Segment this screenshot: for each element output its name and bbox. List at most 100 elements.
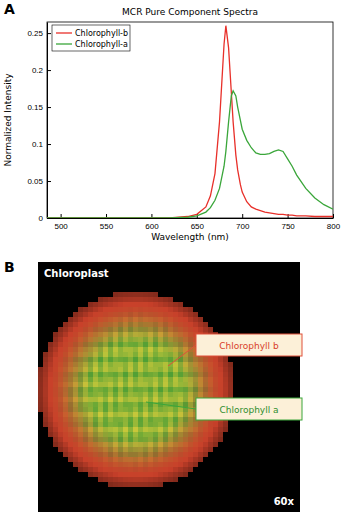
image-pixel [73,447,78,452]
image-pixel [168,397,173,402]
image-pixel [118,407,123,412]
image-pixel [63,347,68,352]
image-pixel [168,297,173,302]
image-pixel [148,327,153,332]
image-pixel [108,312,113,317]
image-pixel [48,432,53,437]
image-pixel [108,387,113,392]
y-axis: 00.050.10.150.20.25 [27,23,51,224]
image-pixel [108,342,113,347]
image-pixel [123,397,128,402]
image-pixel [123,467,128,472]
image-pixel [173,362,178,367]
image-pixel [163,317,168,322]
image-pixel [58,447,63,452]
image-pixel [213,357,218,362]
image-pixel [113,302,118,307]
image-pixel [88,322,93,327]
image-pixel [98,397,103,402]
image-pixel [88,377,93,382]
image-pixel [103,372,108,377]
image-pixel [148,372,153,377]
image-pixel [173,397,178,402]
image-pixel [128,477,133,482]
image-pixel [153,392,158,397]
image-pixel [178,392,183,397]
image-pixel [183,372,188,377]
image-pixel [128,472,133,477]
image-pixel [133,352,138,357]
image-pixel [158,372,163,377]
image-pixel [193,312,198,317]
image-pixel [153,417,158,422]
image-pixel [143,422,148,427]
image-pixel [98,347,103,352]
image-pixel [63,387,68,392]
image-pixel [98,402,103,407]
image-pixel [173,342,178,347]
image-pixel [78,407,83,412]
image-pixel [103,472,108,477]
x-tick-label: 750 [281,222,295,231]
image-pixel [163,452,168,457]
image-pixel [133,387,138,392]
image-pixel [208,372,213,377]
image-pixel [158,362,163,367]
y-tick-label: 0.05 [27,177,43,186]
image-pixel [143,452,148,457]
image-pixel [63,352,68,357]
image-pixel [148,432,153,437]
image-pixel [118,432,123,437]
image-pixel [133,437,138,442]
image-pixel [173,312,178,317]
image-pixel [203,437,208,442]
image-pixel [113,427,118,432]
image-pixel [128,377,133,382]
image-pixel [143,347,148,352]
image-pixel [148,462,153,467]
image-pixel [103,457,108,462]
image-pixel [148,397,153,402]
image-pixel [128,312,133,317]
image-pixel [143,447,148,452]
image-pixel [158,347,163,352]
image-pixel [78,412,83,417]
image-pixel [138,477,143,482]
image-pixel [113,382,118,387]
image-pixel [173,407,178,412]
image-pixel [183,427,188,432]
image-pixel [43,387,48,392]
image-pixel [113,477,118,482]
image-pixel [188,362,193,367]
image-pixel [93,302,98,307]
image-pixel [193,322,198,327]
image-pixel [123,352,128,357]
image-pixel [123,312,128,317]
image-pixel [133,312,138,317]
image-pixel [138,467,143,472]
image-pixel [228,382,233,387]
image-pixel [118,297,123,302]
image-pixel [168,357,173,362]
image-pixel [123,307,128,312]
callout-line [146,402,196,409]
image-pixel [103,332,108,337]
image-pixel [143,467,148,472]
image-pixel [83,362,88,367]
image-pixel [83,462,88,467]
image-pixel [108,392,113,397]
image-pixel [198,442,203,447]
y-tick-mark [47,144,51,145]
image-pixel [183,422,188,427]
image-pixel [203,382,208,387]
image-pixel [228,362,233,367]
image-pixel [113,447,118,452]
image-pixel [138,397,143,402]
image-pixel [188,417,193,422]
image-pixel [83,442,88,447]
image-pixel [118,447,123,452]
image-pixel [178,337,183,342]
image-pixel [138,482,143,487]
image-pixel [138,352,143,357]
image-pixel [158,422,163,427]
